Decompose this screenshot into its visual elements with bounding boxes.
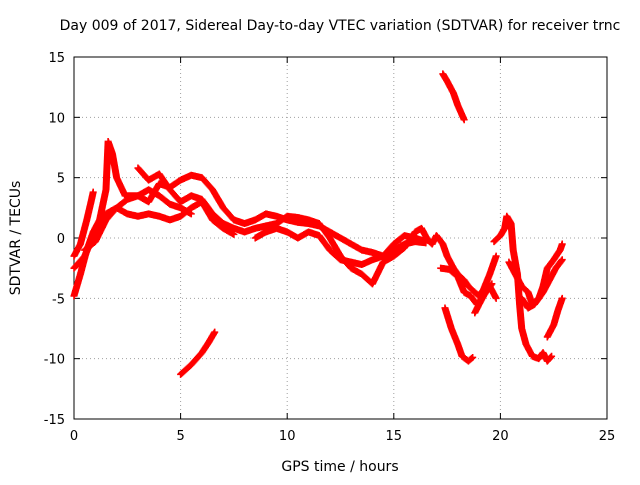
- data-point-markers: [439, 70, 468, 124]
- series-arc-f: [251, 224, 430, 269]
- x-axis-title: GPS time / hours: [281, 459, 398, 475]
- x-tick-label: 25: [599, 429, 616, 444]
- y-tick-label: 10: [48, 111, 65, 126]
- axis-ticks: 0 5 10 15 20 25 -15 -10 -5 0 5 10 15: [44, 51, 616, 444]
- data-point-markers: [441, 304, 477, 365]
- series-arc-h: [439, 70, 468, 124]
- series-arc-o: [518, 256, 566, 312]
- y-axis-title: SDTVAR / TECUs: [8, 181, 24, 296]
- y-tick-label: -15: [44, 413, 65, 428]
- chart-title: Day 009 of 2017, Sidereal Day-to-day VTE…: [60, 18, 621, 34]
- y-tick-label: 15: [48, 51, 65, 66]
- y-tick-label: -10: [44, 353, 65, 368]
- data-point-markers: [471, 280, 496, 317]
- series-arc-k: [441, 304, 477, 365]
- data-point-markers: [177, 328, 219, 378]
- data-point-markers: [251, 224, 430, 269]
- series-arc-p: [543, 294, 566, 341]
- data-point-markers: [70, 188, 97, 260]
- y-tick-label: 0: [57, 232, 65, 247]
- data-point-markers: [543, 294, 566, 341]
- x-tick-label: 0: [70, 429, 78, 444]
- series-arc-l: [471, 280, 496, 317]
- y-tick-label: 5: [57, 172, 65, 187]
- x-tick-label: 5: [176, 429, 184, 444]
- data-point-markers: [518, 256, 566, 312]
- series-arc-g: [177, 328, 219, 378]
- y-tick-label: -5: [52, 292, 65, 307]
- x-tick-label: 10: [279, 429, 296, 444]
- x-tick-label: 15: [386, 429, 403, 444]
- data-marks: [70, 70, 566, 378]
- x-tick-label: 20: [492, 429, 509, 444]
- series-arc-a: [70, 188, 97, 260]
